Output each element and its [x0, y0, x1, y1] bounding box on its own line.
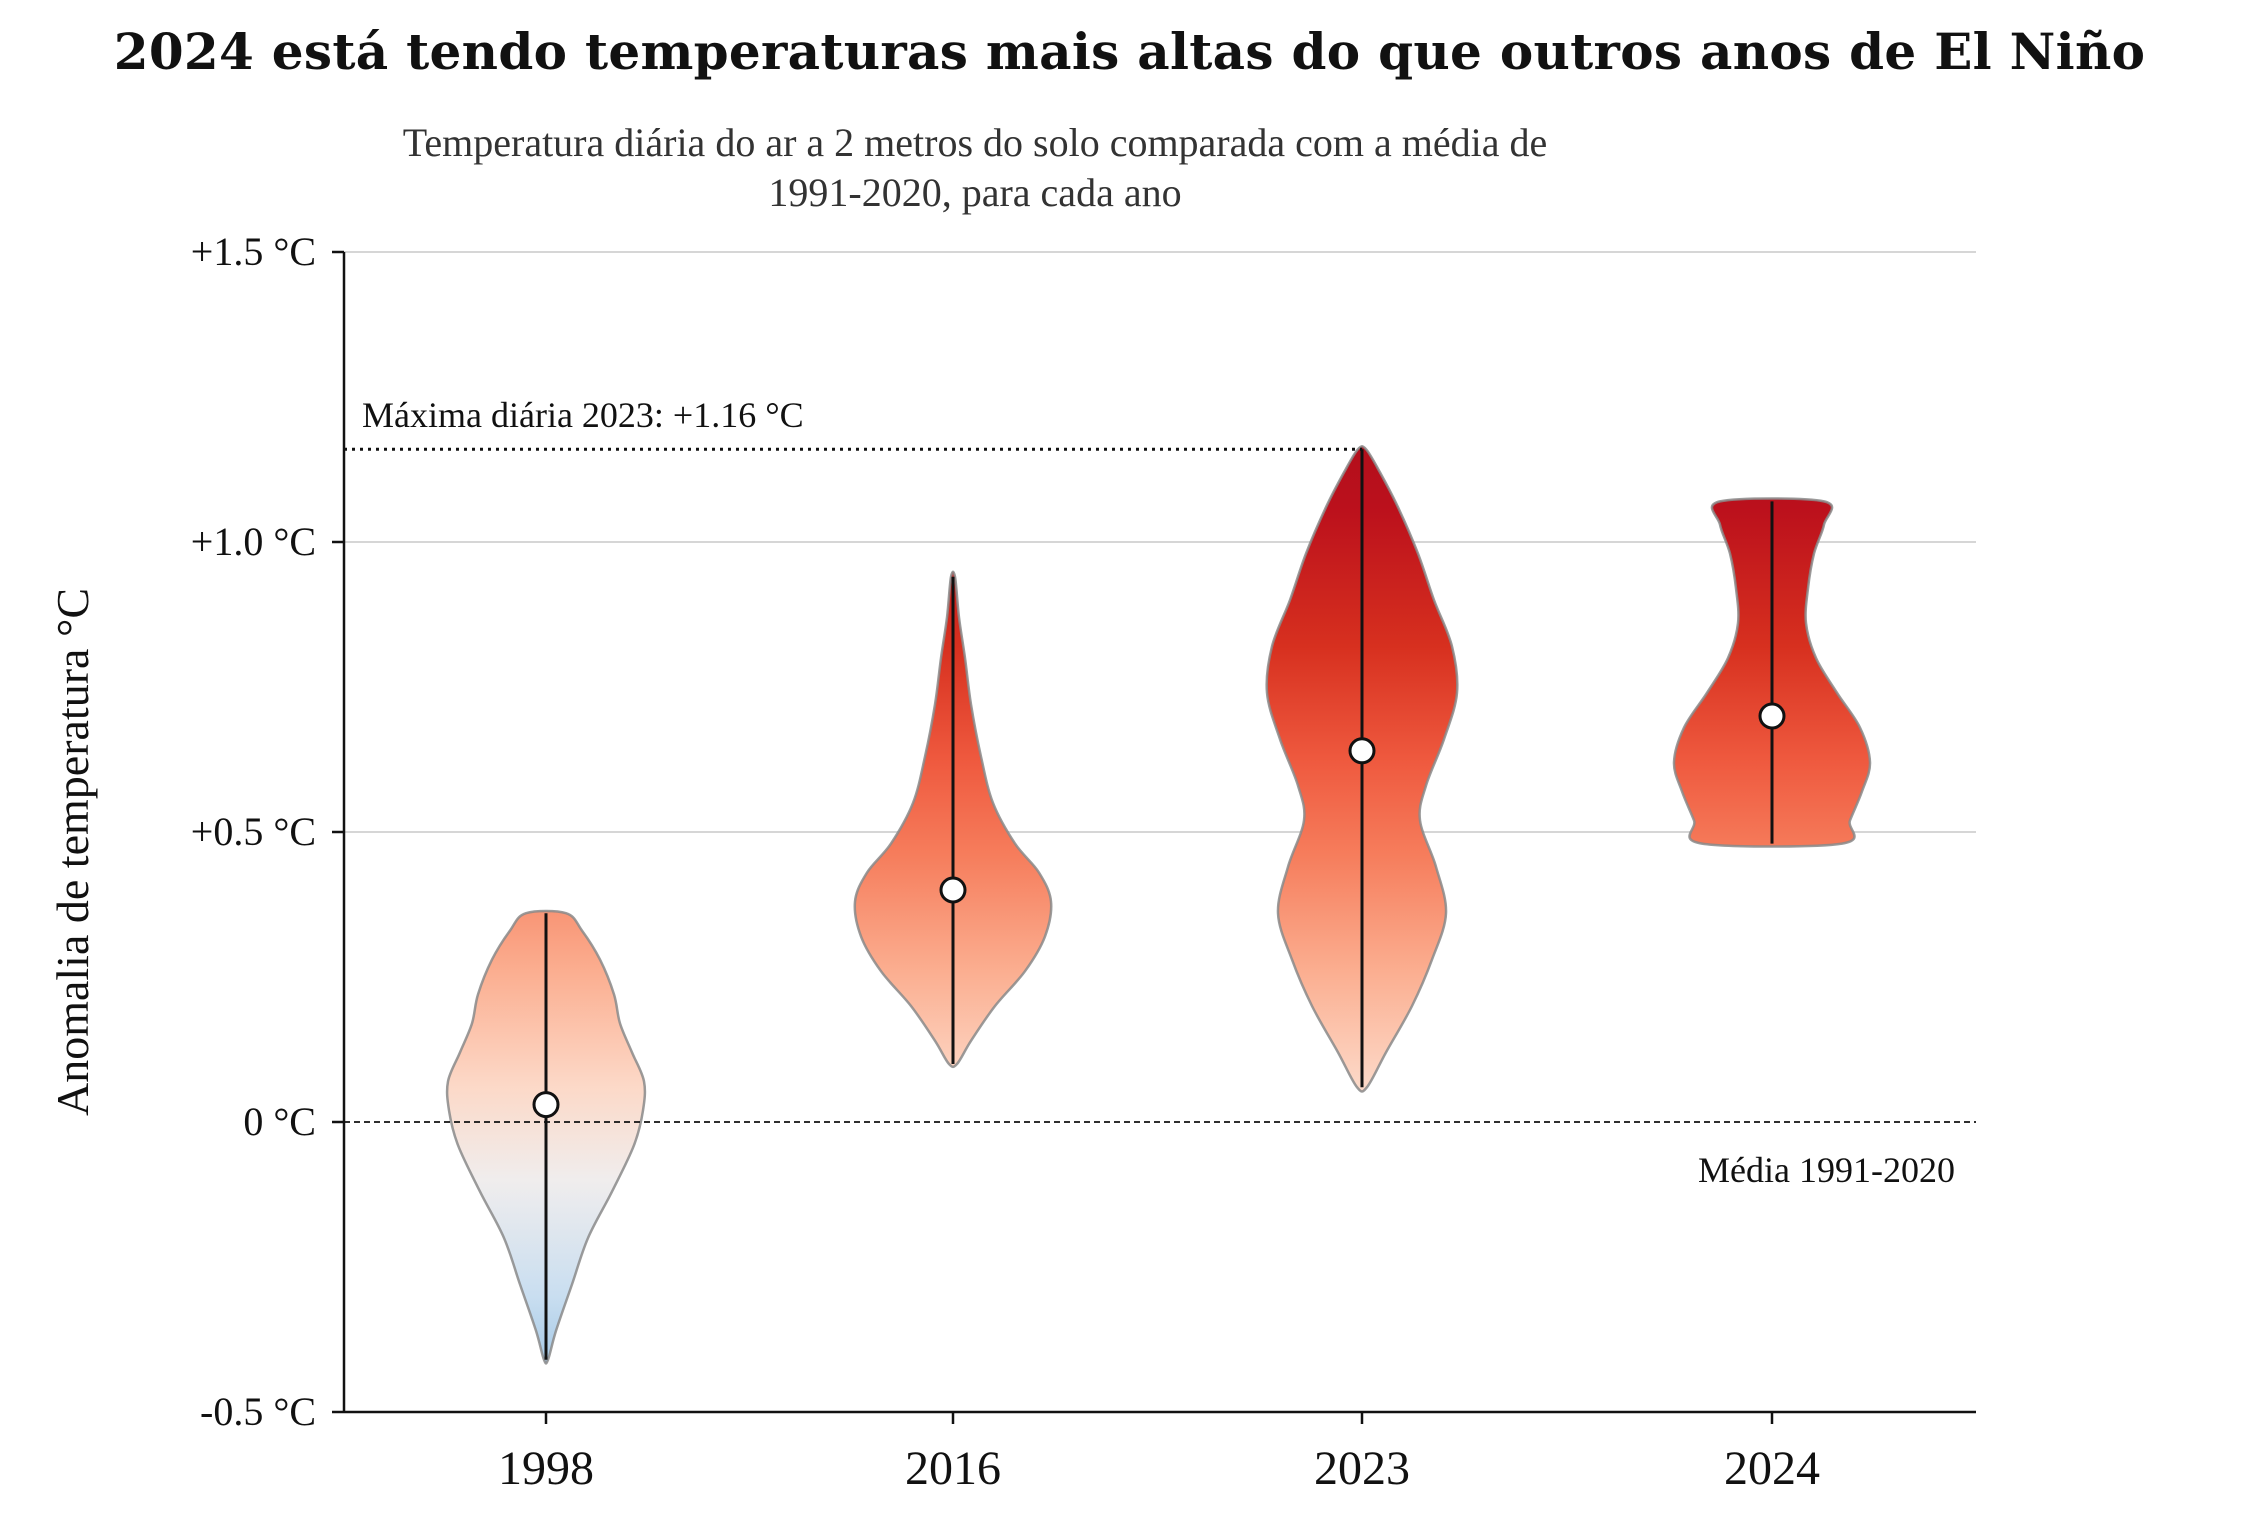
x-tick-label-2016: 2016: [905, 1442, 1001, 1495]
y-tick-label: 0 °C: [243, 1099, 316, 1144]
max-2023-reference-label: Máxima diária 2023: +1.16 °C: [362, 395, 804, 435]
x-tick-label-1998: 1998: [498, 1442, 594, 1495]
y-tick-label: +1.5 °C: [191, 229, 316, 274]
y-axis-label: Anomalia de temperatura °C: [47, 588, 98, 1116]
x-tick-label-2024: 2024: [1724, 1442, 1820, 1495]
median-marker-2024: [1758, 702, 1786, 730]
median-marker-1998: [532, 1091, 560, 1119]
y-tick-label: +1.0 °C: [191, 519, 316, 564]
y-tick-label: -0.5 °C: [200, 1389, 316, 1434]
mean-reference-label: Média 1991-2020: [1698, 1150, 1955, 1190]
chart-subtitle: Temperatura diária do ar a 2 metros do s…: [402, 120, 1548, 215]
x-tick-label-2023: 2023: [1314, 1442, 1410, 1495]
chart-title: 2024 está tendo temperaturas mais altas …: [113, 22, 2146, 81]
median-marker-2016: [939, 876, 967, 904]
y-tick-label: +0.5 °C: [191, 809, 316, 854]
median-marker-2023: [1348, 737, 1376, 765]
